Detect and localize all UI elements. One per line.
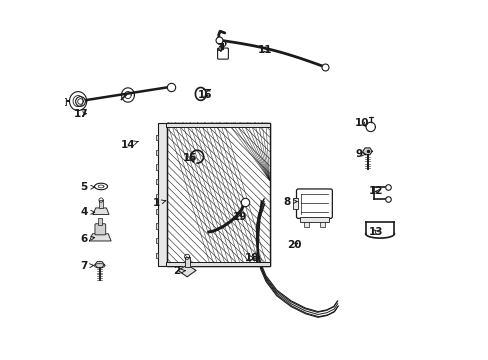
Polygon shape bbox=[93, 208, 109, 215]
Bar bbox=[165, 123, 269, 127]
Bar bbox=[155, 208, 158, 214]
Bar bbox=[61, 98, 66, 105]
Text: 19: 19 bbox=[233, 212, 247, 221]
Bar bbox=[155, 238, 158, 243]
Text: 20: 20 bbox=[287, 239, 301, 249]
Polygon shape bbox=[178, 265, 196, 277]
Text: 17: 17 bbox=[74, 109, 88, 119]
Bar bbox=[303, 222, 308, 226]
Text: 8: 8 bbox=[283, 197, 297, 207]
Bar bbox=[155, 253, 158, 258]
Bar bbox=[184, 257, 189, 267]
Bar bbox=[155, 223, 158, 229]
Text: 3: 3 bbox=[216, 43, 224, 53]
Text: 13: 13 bbox=[368, 227, 383, 237]
Polygon shape bbox=[95, 261, 104, 268]
Bar bbox=[99, 200, 103, 208]
Bar bbox=[167, 123, 269, 266]
Bar bbox=[155, 165, 158, 170]
Text: 1: 1 bbox=[153, 198, 165, 208]
Bar bbox=[155, 179, 158, 184]
Bar bbox=[98, 219, 102, 225]
Text: 2: 2 bbox=[172, 266, 185, 276]
Bar bbox=[319, 222, 325, 226]
Bar bbox=[167, 123, 269, 266]
Text: 4: 4 bbox=[80, 207, 95, 217]
Bar bbox=[155, 135, 158, 140]
Bar bbox=[167, 123, 269, 266]
Text: 16: 16 bbox=[198, 90, 212, 100]
FancyBboxPatch shape bbox=[296, 189, 332, 219]
Text: 18: 18 bbox=[244, 253, 259, 263]
Bar bbox=[165, 262, 269, 266]
Text: 6: 6 bbox=[80, 234, 95, 244]
FancyBboxPatch shape bbox=[217, 48, 228, 59]
Text: 12: 12 bbox=[368, 186, 383, 197]
Text: 15: 15 bbox=[183, 153, 197, 163]
Bar bbox=[155, 194, 158, 199]
Text: 7: 7 bbox=[80, 261, 94, 271]
Polygon shape bbox=[362, 148, 371, 155]
Text: 5: 5 bbox=[80, 182, 95, 192]
Text: 11: 11 bbox=[258, 45, 272, 55]
Polygon shape bbox=[89, 234, 111, 241]
Text: 14: 14 bbox=[121, 140, 138, 150]
Text: 10: 10 bbox=[354, 118, 368, 128]
Bar bbox=[292, 198, 298, 210]
Bar bbox=[158, 123, 167, 266]
Bar bbox=[155, 150, 158, 155]
Text: 9: 9 bbox=[355, 149, 365, 159]
FancyBboxPatch shape bbox=[95, 224, 105, 235]
Bar bbox=[300, 217, 328, 222]
